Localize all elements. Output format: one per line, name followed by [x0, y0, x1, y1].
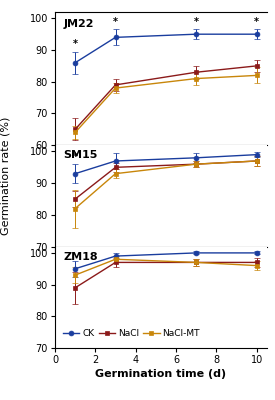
- Text: *: *: [73, 152, 78, 162]
- Text: *: *: [194, 17, 199, 27]
- X-axis label: Germination time (d): Germination time (d): [95, 369, 226, 379]
- Text: ZM18: ZM18: [64, 252, 98, 262]
- Text: *: *: [254, 17, 259, 27]
- Legend: CK, NaCl, NaCl-MT: CK, NaCl, NaCl-MT: [59, 325, 204, 342]
- Text: JM22: JM22: [64, 19, 94, 29]
- Text: SM15: SM15: [64, 150, 98, 160]
- Text: *: *: [73, 39, 78, 49]
- Text: Germination rate (%): Germination rate (%): [1, 117, 10, 235]
- Text: *: *: [113, 17, 118, 27]
